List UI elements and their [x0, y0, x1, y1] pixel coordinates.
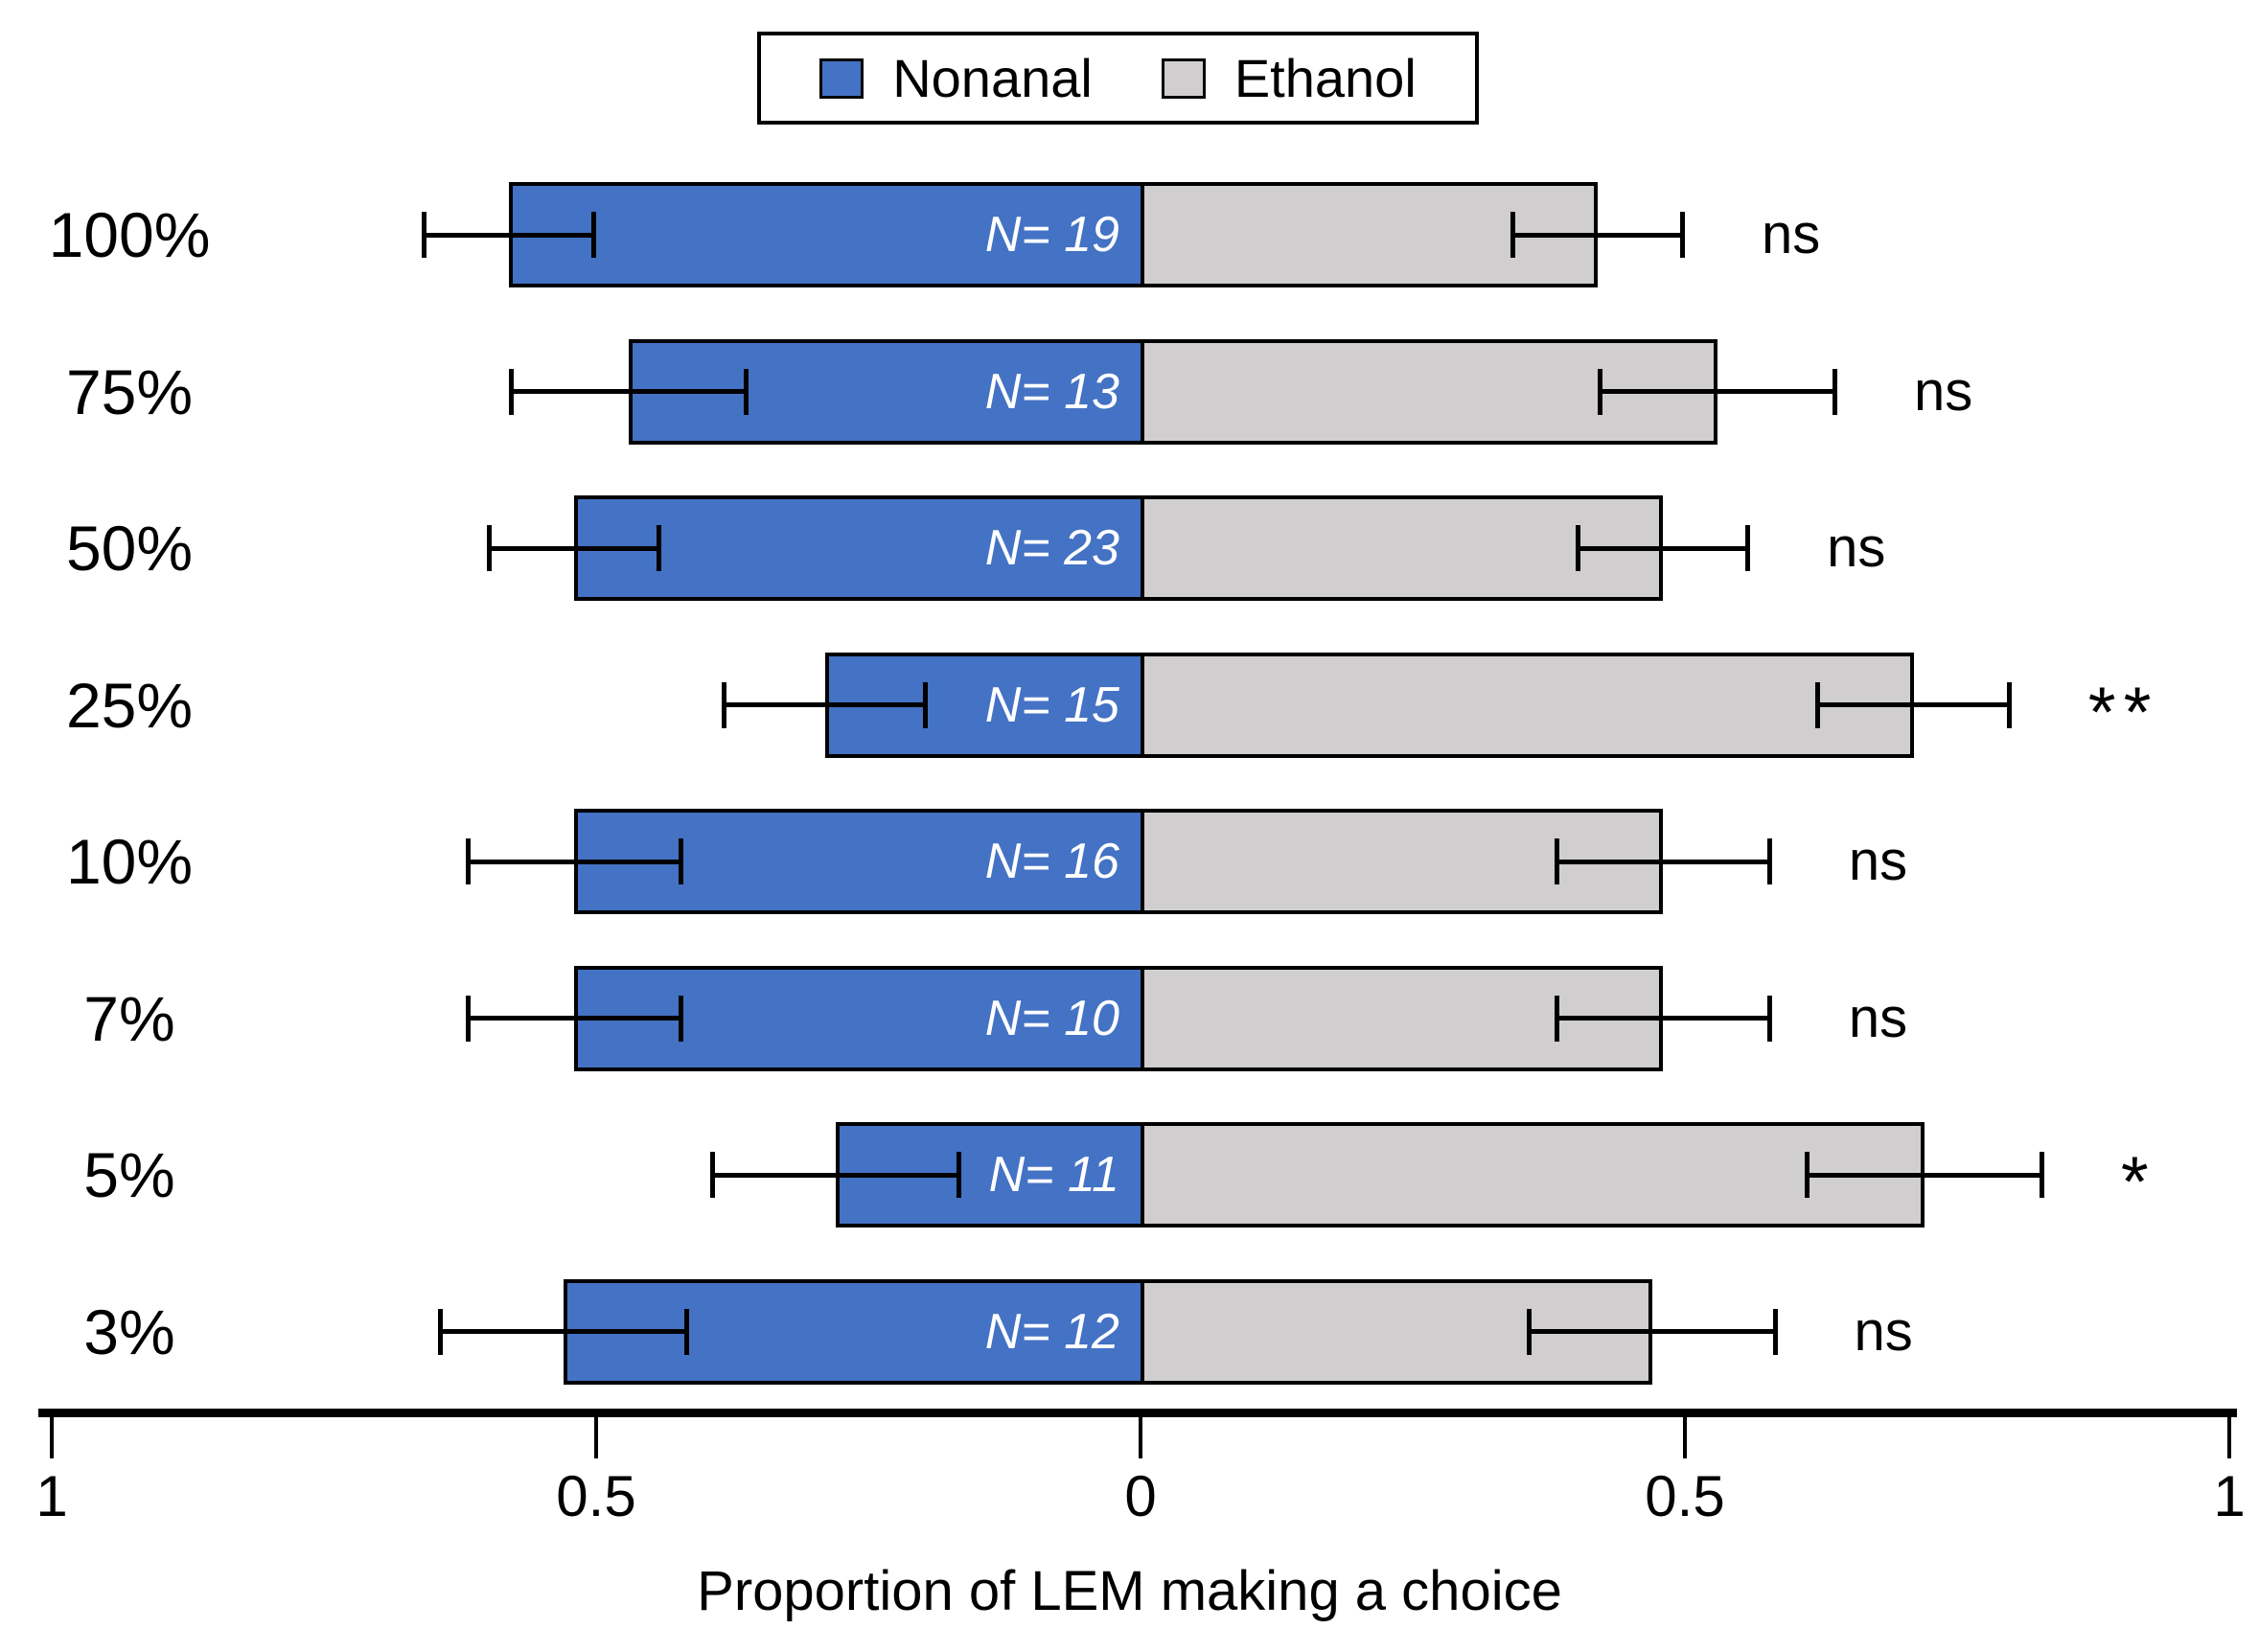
ethanol-bar — [1141, 652, 1914, 758]
nonanal-error-bar — [422, 212, 596, 258]
nonanal-error-bar — [465, 995, 683, 1042]
n-label: N= 15 — [984, 677, 1119, 733]
n-label: N= 11 — [988, 1147, 1119, 1204]
category-label: 50% — [65, 513, 194, 585]
legend-item-ethanol: Ethanol — [1161, 47, 1417, 108]
ethanol-swatch — [1161, 57, 1206, 99]
x-axis-tick-label: 1 — [35, 1464, 68, 1528]
significance-label: ns — [1762, 203, 1821, 265]
significance-label: ns — [1827, 516, 1886, 580]
nonanal-legend-label: Nonanal — [892, 47, 1093, 108]
significance-label: ns — [1848, 986, 1908, 1049]
nonanal-error-bar — [487, 525, 662, 572]
x-axis-tick-label: 1 — [2213, 1464, 2246, 1528]
ethanol-error-bar — [1554, 838, 1772, 885]
ethanol-bar — [1141, 1122, 1925, 1228]
n-label: N= 12 — [984, 1303, 1119, 1360]
x-axis-line — [38, 1409, 2237, 1417]
category-label: 25% — [65, 669, 194, 741]
nonanal-swatch — [819, 57, 864, 99]
significance-label: ns — [1848, 830, 1908, 893]
x-axis-tick — [1683, 1411, 1687, 1458]
category-label: 3% — [83, 1296, 175, 1367]
category-label: 5% — [83, 1139, 175, 1211]
significance-label: ** — [2087, 672, 2159, 752]
x-axis-tick — [50, 1411, 54, 1458]
x-axis-tick — [2227, 1411, 2231, 1458]
ethanol-legend-label: Ethanol — [1233, 47, 1417, 108]
nonanal-error-bar — [710, 1152, 961, 1199]
nonanal-error-bar — [438, 1308, 689, 1355]
x-axis-tick-label: 0 — [1124, 1464, 1157, 1528]
n-label: N= 13 — [984, 363, 1119, 420]
nonanal-bar: N= 23 — [574, 495, 1141, 602]
x-axis-tick-label: 0.5 — [1645, 1464, 1725, 1528]
ethanol-bar — [1141, 338, 1718, 445]
legend: Nonanal Ethanol — [757, 32, 1479, 125]
ethanol-error-bar — [1527, 1308, 1778, 1355]
ethanol-error-bar — [1804, 1152, 2044, 1199]
legend-item-nonanal: Nonanal — [819, 47, 1093, 108]
nonanal-error-bar — [465, 838, 683, 885]
ethanol-error-bar — [1598, 368, 1838, 415]
n-label: N= 16 — [984, 834, 1119, 890]
n-label: N= 23 — [984, 520, 1119, 577]
category-label: 10% — [65, 826, 194, 898]
ethanol-error-bar — [1510, 212, 1685, 258]
category-label: 75% — [65, 356, 194, 427]
category-label: 7% — [83, 982, 175, 1054]
nonanal-bar: N= 19 — [509, 182, 1141, 287]
significance-label: ns — [1914, 359, 1973, 423]
nonanal-error-bar — [509, 368, 749, 415]
nonanal-error-bar — [721, 681, 929, 728]
ethanol-bar — [1141, 495, 1664, 602]
n-label: N= 19 — [984, 207, 1119, 263]
ethanol-error-bar — [1576, 525, 1751, 572]
x-axis-title: Proportion of LEM making a choice — [697, 1560, 1562, 1622]
category-label: 100% — [48, 199, 211, 270]
x-axis-tick-label: 0.5 — [556, 1464, 636, 1528]
significance-label: ns — [1854, 1299, 1913, 1363]
significance-label: * — [2120, 1141, 2156, 1222]
n-label: N= 10 — [984, 990, 1119, 1046]
x-axis-tick — [1139, 1411, 1142, 1458]
ethanol-error-bar — [1554, 995, 1772, 1042]
ethanol-error-bar — [1815, 681, 2012, 728]
x-axis-tick — [594, 1411, 598, 1458]
